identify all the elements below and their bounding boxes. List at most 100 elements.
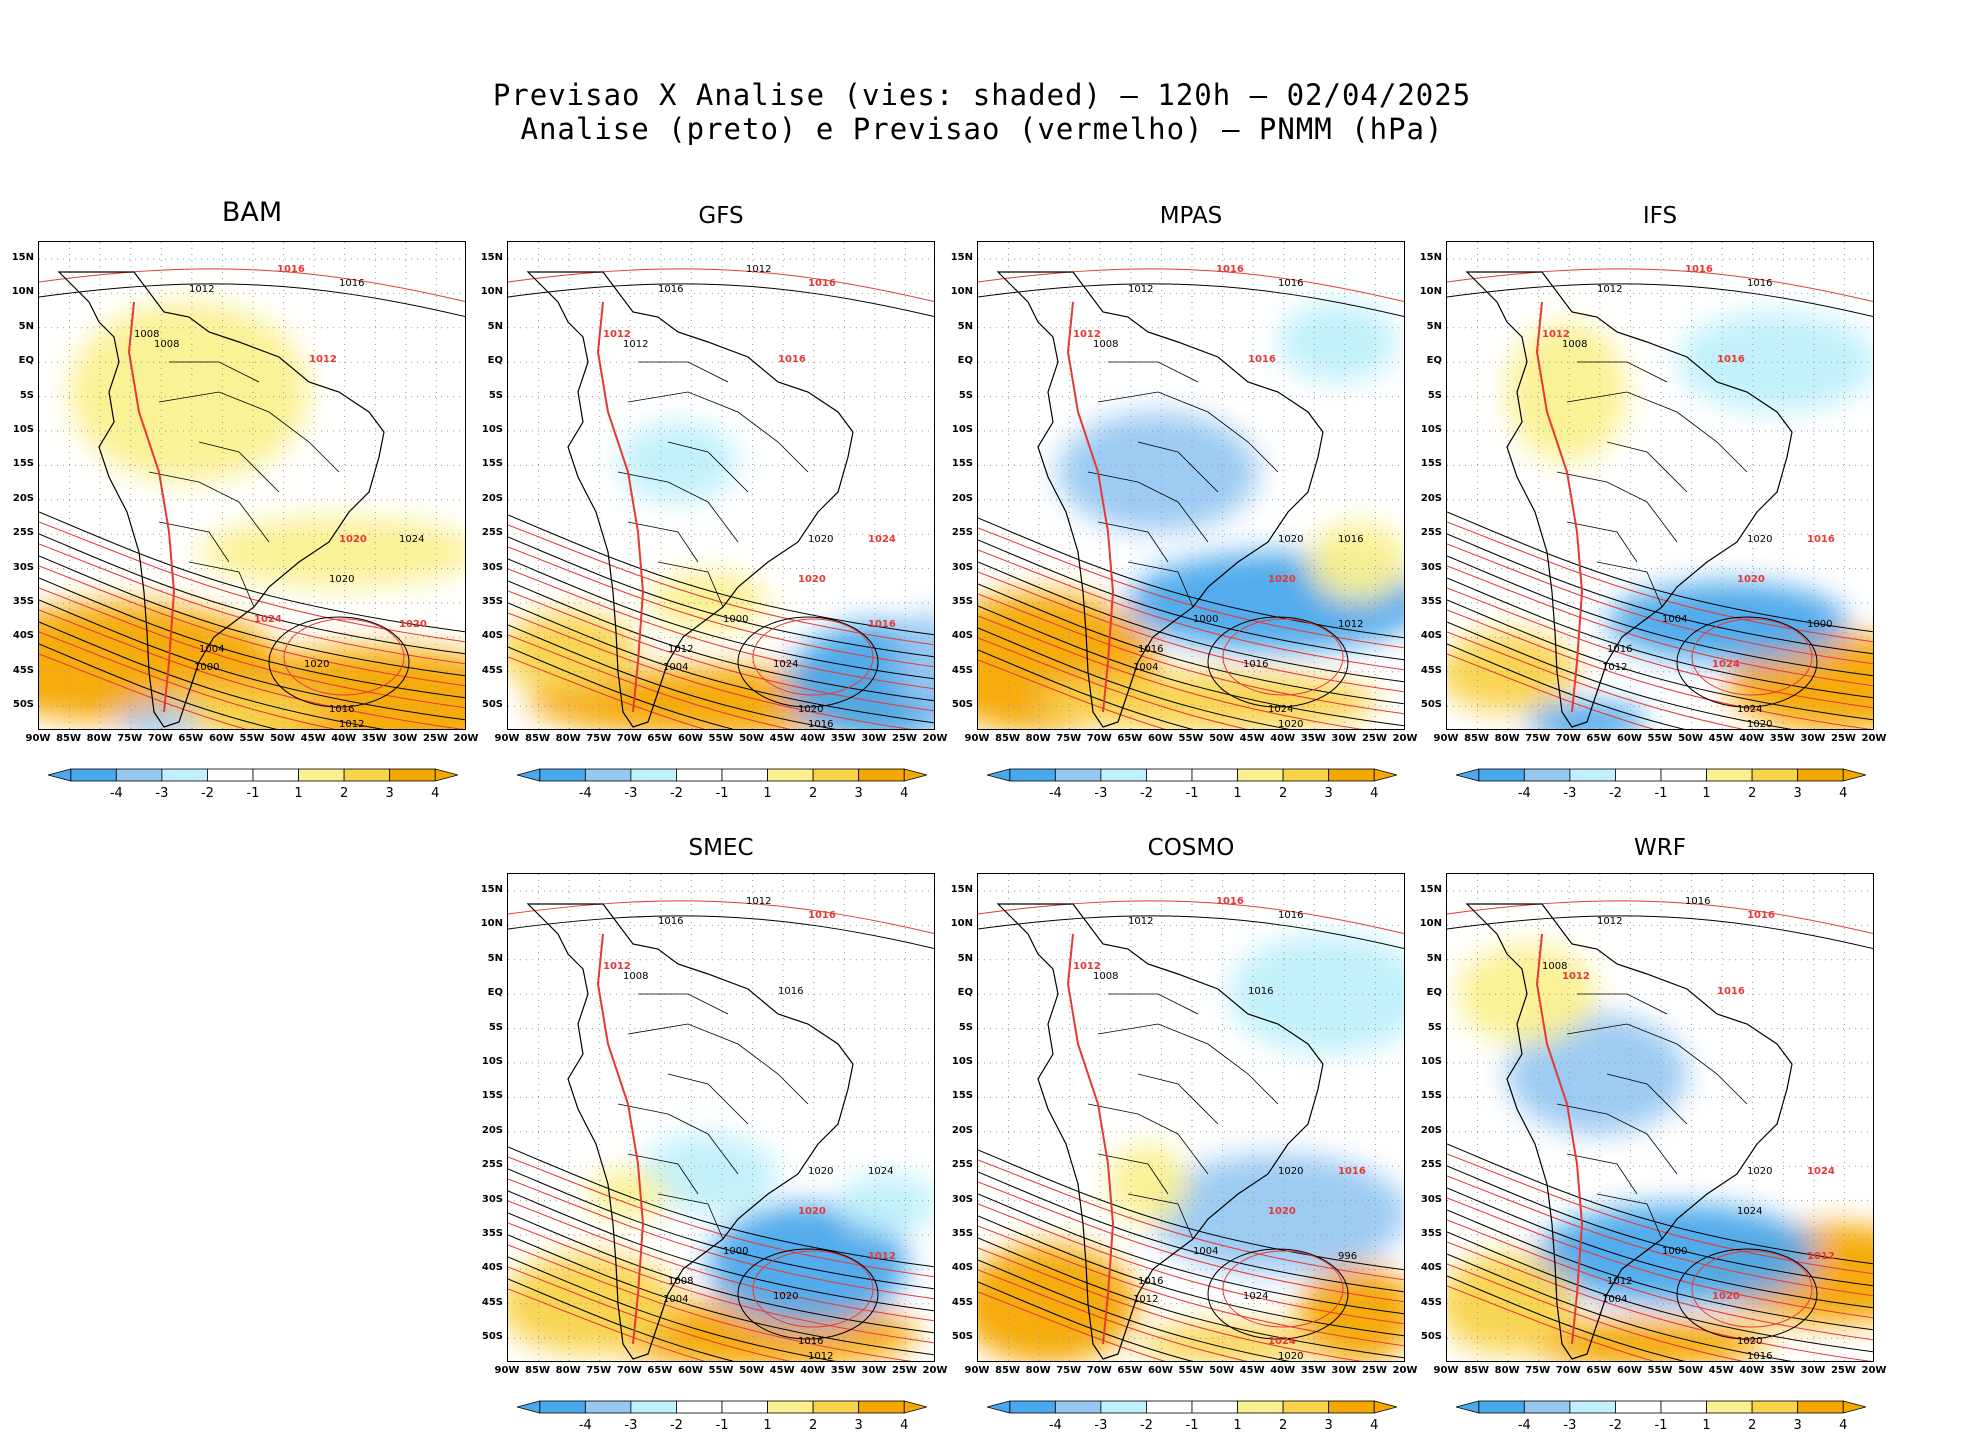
isobar-label: 1016: [1747, 1351, 1772, 1362]
lon-tick-label: 85W: [995, 1365, 1021, 1376]
colorbar-segment: [539, 1400, 586, 1414]
analysis-isobar: [39, 511, 465, 633]
colorbar-label: -2: [1139, 786, 1153, 801]
colorbar-label: 1: [1702, 786, 1711, 801]
analysis-isobar: [1447, 533, 1873, 655]
colorbar-label: -4: [1048, 1418, 1062, 1433]
colorbar-segment: [812, 768, 860, 782]
lon-tick-label: 80W: [1025, 1365, 1051, 1376]
isobar-label: 1012: [603, 329, 631, 340]
lat-tick-label: 45S: [1420, 664, 1442, 676]
colorbar-segment: [207, 768, 254, 782]
forecast-isobar: [508, 1200, 934, 1322]
lon-tick-label: 60W: [677, 733, 703, 744]
forecast-isobar: [508, 612, 912, 729]
map-frame: 1016 1016 1012 1012 1008 1016 1020 1020 1016 1024…: [1446, 241, 1874, 730]
isobar-label: 1020: [798, 704, 823, 715]
analysis-isobar: [1447, 511, 1873, 633]
colorbar-label: 4: [1370, 786, 1379, 801]
lon-tick-label: 75W: [1056, 733, 1082, 744]
isobar-label: 1004: [1602, 1294, 1627, 1305]
isobar-label: 1012: [746, 264, 771, 275]
colorbar-label: 2: [808, 786, 818, 801]
lat-tick-label: 10N: [11, 286, 34, 298]
colorbar-segment: [1569, 1400, 1616, 1414]
forecast-isobar: [978, 1291, 1166, 1361]
bias-shading: [978, 934, 1404, 1361]
lon-tick-label: 20W: [1392, 733, 1418, 744]
country-border: [158, 521, 230, 563]
analysis-isobar: [508, 558, 934, 680]
lat-tick-label: 25S: [951, 1159, 973, 1171]
analysis-isobar: [1447, 1209, 1873, 1331]
colorbar-label: -3: [1094, 786, 1108, 801]
isobar-label: 1012: [1073, 329, 1101, 340]
country-border: [1137, 441, 1219, 493]
colorbar-segment: [1706, 1400, 1753, 1414]
colorbar-segment: [1523, 1400, 1571, 1414]
andes-isobars: [127, 301, 176, 713]
analysis-isobar: [39, 599, 465, 721]
colorbar-segment: [630, 1400, 677, 1414]
forecast-isobar: [508, 656, 706, 729]
lat-tick-label: 45S: [951, 664, 973, 676]
isobar-label: 1024: [1243, 1291, 1268, 1302]
forecast-isobar: [1447, 1219, 1873, 1341]
lat-tick-label: 35S: [951, 1228, 973, 1239]
colorbar-segment: [1146, 768, 1193, 782]
lat-tick-label: 15N: [950, 252, 973, 263]
lat-tick-label: 35S: [1420, 596, 1442, 607]
lat-tick-label: EQ: [18, 355, 34, 367]
lon-tick-label: 80W: [555, 733, 581, 744]
forecast-isobar: [39, 587, 465, 709]
colorbar-label: 3: [1324, 1418, 1333, 1433]
isobar-label: 1012: [1807, 1251, 1835, 1262]
colorbar-label: -3: [1563, 1418, 1577, 1433]
colorbar-segment: [1660, 1400, 1707, 1414]
lon-tick-label: 70W: [1555, 1365, 1581, 1376]
analysis-isobar: [978, 1281, 1193, 1361]
isobar-label: 1020: [1268, 1206, 1296, 1217]
isobar-label: 1008: [154, 339, 179, 350]
isobar-label: 1016: [798, 1336, 823, 1347]
lat-tick-label: EQ: [957, 355, 973, 367]
colorbar-segment: [1191, 1400, 1238, 1414]
lon-tick-label: 75W: [1056, 1365, 1082, 1376]
isobars: [978, 268, 1404, 729]
lat-tick-label: 50S: [481, 699, 503, 711]
isobar-label: 1008: [623, 971, 648, 982]
colorbar-label: 4: [1839, 1418, 1848, 1433]
isobar-label: 1020: [1278, 534, 1303, 545]
bias-area: [119, 707, 199, 729]
colorbar-label: 4: [1839, 786, 1848, 801]
bias-area: [1148, 1154, 1404, 1274]
colorbar-label: 3: [854, 1418, 863, 1433]
country-border: [1137, 1073, 1219, 1125]
lat-tick-label: 40S: [1420, 630, 1442, 642]
isobar-label: 1020: [1278, 719, 1303, 730]
analysis-isobar: [978, 1149, 1404, 1271]
lat-tick-label: 15N: [480, 252, 503, 263]
isobar-label: 1016: [1717, 986, 1745, 997]
lon-tick-label: 40W: [800, 733, 826, 744]
lat-tick-label: 15N: [1419, 252, 1442, 263]
country-border: [1566, 521, 1638, 563]
lon-tick-label: 35W: [1300, 1365, 1326, 1376]
panel-title: SMEC: [688, 835, 754, 861]
lon-tick-label: 85W: [995, 733, 1021, 744]
figure-title-line-2: Analise (preto) e Previsao (vermelho) — …: [520, 112, 1444, 146]
forecast-isobar: [1447, 1263, 1744, 1361]
andes-isobars: [1066, 933, 1115, 1345]
lon-tick-label: 55W: [708, 1365, 734, 1376]
lon-tick-label: 45W: [1708, 733, 1734, 744]
lat-tick-label: EQ: [957, 987, 973, 999]
analysis-isobar: [508, 1168, 934, 1290]
lon-tick-label: 75W: [117, 733, 143, 744]
bias-shading: [39, 302, 465, 729]
colorbar-left-arrow: [987, 1400, 1011, 1414]
andes-isobars: [1066, 301, 1115, 713]
isobar-label: 1024: [399, 534, 424, 545]
analysis-isobar: [508, 602, 934, 724]
lat-tick-label: 50S: [12, 699, 34, 711]
bias-area: [588, 1169, 668, 1219]
